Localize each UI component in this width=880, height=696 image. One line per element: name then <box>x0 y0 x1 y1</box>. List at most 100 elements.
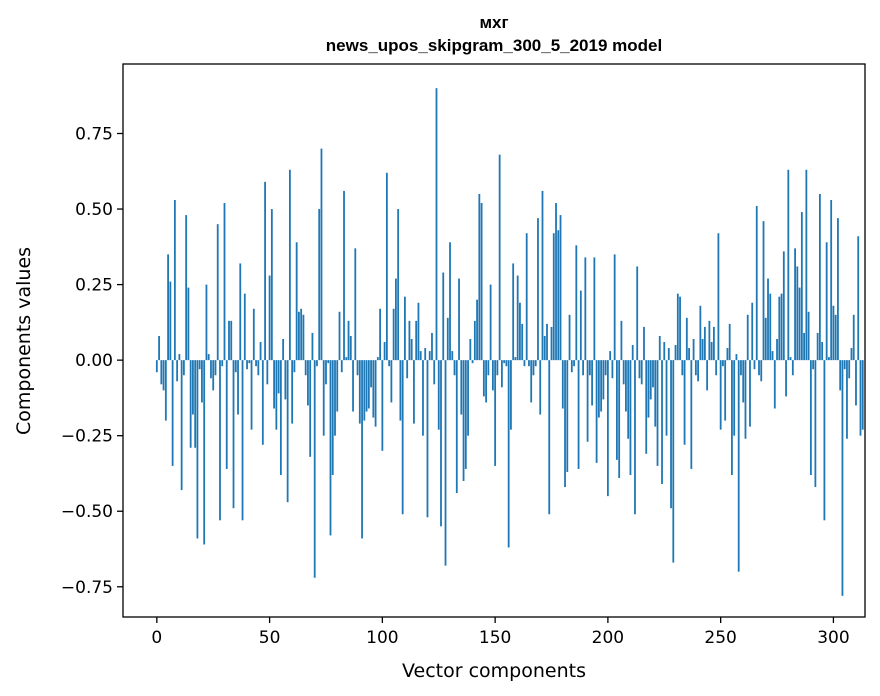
bar-59 <box>288 169 291 361</box>
bar-250 <box>719 360 722 430</box>
bar-138 <box>467 360 469 436</box>
bar-2 <box>160 360 163 385</box>
bar-267 <box>758 360 760 376</box>
bar-167 <box>532 360 535 376</box>
bar-193 <box>591 360 593 406</box>
bar-204 <box>616 360 618 460</box>
bars-group <box>155 88 864 596</box>
bar-196 <box>597 360 600 418</box>
bar-280 <box>787 169 790 361</box>
y-axis-ticks: −0.75 −0.50 −0.25 0.00 0.25 0.50 0.75 <box>61 125 123 598</box>
bar-82 <box>340 360 343 373</box>
bar-15 <box>189 360 192 448</box>
bar-208 <box>625 360 627 412</box>
plot-frame <box>122 63 866 618</box>
bar-173 <box>546 323 548 361</box>
bar-144 <box>480 203 483 361</box>
bar-78 <box>331 360 334 475</box>
bar-137 <box>464 360 467 469</box>
bar-272 <box>769 293 772 361</box>
bar-191 <box>586 360 589 442</box>
bar-47 <box>261 360 264 445</box>
bar-154 <box>503 360 506 364</box>
bar-310 <box>855 360 857 406</box>
bar-266 <box>755 206 758 361</box>
bar-199 <box>604 360 607 376</box>
bar-43 <box>252 308 255 361</box>
bar-221 <box>654 360 657 427</box>
bar-220 <box>652 360 654 388</box>
bar-211 <box>631 345 634 361</box>
bar-12 <box>182 360 185 376</box>
bar-225 <box>663 342 666 361</box>
bar-303 <box>839 360 842 391</box>
bar-284 <box>796 266 799 361</box>
bar-9 <box>176 360 179 382</box>
bar-136 <box>462 360 465 482</box>
bar-232 <box>679 296 681 361</box>
bar-224 <box>661 360 663 485</box>
bar-98 <box>376 357 379 361</box>
bar-93 <box>365 360 368 412</box>
bar-147 <box>487 360 490 376</box>
bar-16 <box>192 360 194 415</box>
bar-203 <box>613 254 616 361</box>
bar-114 <box>413 360 415 424</box>
bar-109 <box>401 360 404 515</box>
bar-182 <box>566 360 569 472</box>
bar-195 <box>595 360 598 463</box>
bar-119 <box>424 348 427 361</box>
bar-51 <box>270 209 273 361</box>
bar-237 <box>690 360 693 469</box>
bar-151 <box>496 360 499 376</box>
bar-246 <box>710 342 713 361</box>
bar-70 <box>313 360 316 578</box>
bar-190 <box>584 257 587 361</box>
bar-149 <box>491 360 494 391</box>
bar-27 <box>216 224 219 361</box>
bar-175 <box>550 326 553 361</box>
bar-5 <box>167 254 169 361</box>
bar-139 <box>469 338 472 361</box>
bar-11 <box>180 360 183 491</box>
bar-85 <box>347 320 350 361</box>
bar-244 <box>706 360 709 391</box>
bar-131 <box>451 351 454 361</box>
bar-166 <box>530 360 533 403</box>
bar-180 <box>561 360 564 409</box>
bar-103 <box>388 360 391 367</box>
bar-222 <box>656 360 659 466</box>
bar-117 <box>419 351 422 361</box>
bar-22 <box>205 284 208 361</box>
bar-127 <box>442 272 445 361</box>
bar-152 <box>498 154 501 361</box>
bar-243 <box>703 326 706 361</box>
bar-38 <box>241 360 244 521</box>
bar-132 <box>453 360 456 376</box>
bar-20 <box>201 360 203 403</box>
bar-181 <box>564 360 566 488</box>
bar-245 <box>708 320 711 361</box>
bar-19 <box>198 360 201 370</box>
bar-72 <box>318 209 321 361</box>
chart-title: мхг <box>479 13 508 32</box>
bar-194 <box>593 257 596 361</box>
y-tick-label: −0.75 <box>61 578 113 598</box>
bar-269 <box>762 221 765 361</box>
bar-90 <box>358 360 361 424</box>
bar-145 <box>482 360 485 397</box>
bar-183 <box>568 314 571 361</box>
bar-64 <box>300 308 303 361</box>
bar-264 <box>751 302 754 361</box>
bar-92 <box>363 360 366 421</box>
bar-81 <box>338 311 341 361</box>
bar-146 <box>485 360 487 403</box>
bar-258 <box>737 360 740 572</box>
y-tick-label: 0.50 <box>75 200 113 220</box>
bar-120 <box>426 360 429 518</box>
bar-14 <box>187 287 190 361</box>
bar-285 <box>798 287 801 361</box>
x-tick-label: 0 <box>151 628 162 648</box>
bar-126 <box>440 360 442 527</box>
bar-130 <box>449 242 451 361</box>
